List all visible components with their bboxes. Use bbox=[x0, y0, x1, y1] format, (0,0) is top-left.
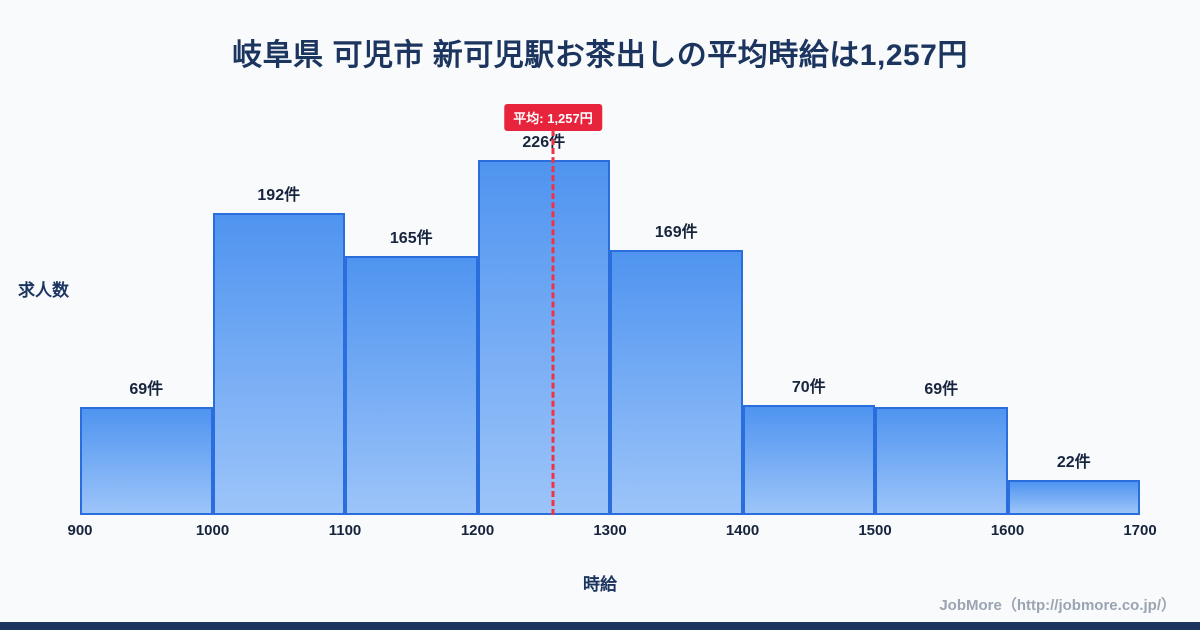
histogram-bar: 69件 bbox=[875, 160, 1008, 515]
bar-value-label: 70件 bbox=[791, 379, 826, 397]
x-tick-label: 1300 bbox=[593, 522, 627, 539]
bar-value-label: 165件 bbox=[389, 229, 433, 247]
x-tick-label: 900 bbox=[67, 522, 93, 539]
bar-value-label: 69件 bbox=[129, 380, 164, 398]
histogram-bar: 226件 bbox=[477, 134, 610, 515]
bar-value-label: 169件 bbox=[654, 223, 698, 241]
average-badge: 平均: 1,257円 bbox=[504, 104, 602, 131]
bar-rect bbox=[610, 249, 743, 515]
x-tick-label: 1500 bbox=[858, 522, 892, 539]
histogram-bar: 69件 bbox=[80, 160, 213, 515]
bar-value-label: 192件 bbox=[257, 187, 301, 205]
bar-value-label: 226件 bbox=[522, 134, 566, 151]
x-tick-label: 1600 bbox=[990, 522, 1025, 539]
histogram-plot: 69件 192件 165件 226件 169件 70件 69件 22件 bbox=[80, 134, 1140, 515]
x-tick-label: 1200 bbox=[460, 522, 495, 539]
bar-rect bbox=[875, 406, 1008, 515]
x-tick-label: 1000 bbox=[195, 522, 230, 539]
x-tick-label: 1400 bbox=[725, 522, 760, 539]
x-axis-label: 時給 bbox=[583, 575, 617, 594]
histogram-bar: 192件 bbox=[212, 160, 345, 515]
footer-credit: JobMore（http://jobmore.co.jp/） bbox=[939, 597, 1176, 614]
y-axis-label: 求人数 bbox=[18, 281, 69, 300]
bar-rect bbox=[212, 213, 345, 515]
bar-rect bbox=[80, 406, 213, 515]
bar-rect bbox=[345, 255, 478, 515]
x-tick-label: 1100 bbox=[328, 522, 362, 539]
x-tick-label: 1700 bbox=[1123, 522, 1157, 539]
bar-rect bbox=[1007, 480, 1140, 515]
bottom-accent-bar bbox=[0, 622, 1200, 630]
bar-rect bbox=[477, 160, 610, 515]
bar-value-label: 69件 bbox=[924, 380, 959, 398]
histogram-bar: 165件 bbox=[345, 160, 478, 515]
histogram-bar: 70件 bbox=[742, 160, 875, 515]
histogram-bar: 169件 bbox=[610, 160, 743, 515]
page-title: 岐阜県 可児市 新可児駅お茶出しの平均時給は1,257円 bbox=[232, 39, 968, 72]
x-axis-ticks: 900 1000 1100 1200 1300 1400 1500 1600 1700 bbox=[67, 522, 1156, 542]
histogram-bar: 22件 bbox=[1007, 160, 1140, 515]
bar-rect bbox=[742, 405, 875, 515]
bar-value-label: 22件 bbox=[1056, 454, 1091, 472]
